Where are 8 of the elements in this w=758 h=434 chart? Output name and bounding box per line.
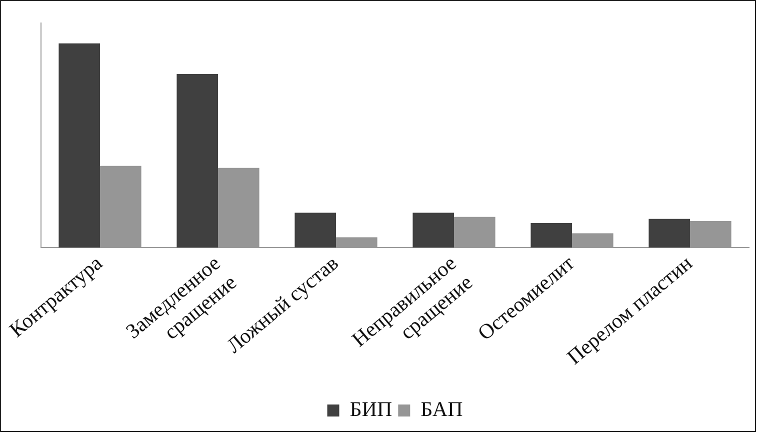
legend-label: БИП (350, 397, 392, 422)
bar (412, 212, 454, 248)
bar (294, 212, 336, 248)
bar (58, 43, 100, 248)
bar (530, 222, 572, 248)
bar (648, 218, 690, 248)
legend-label: БАП (420, 397, 463, 422)
bar (176, 74, 218, 248)
